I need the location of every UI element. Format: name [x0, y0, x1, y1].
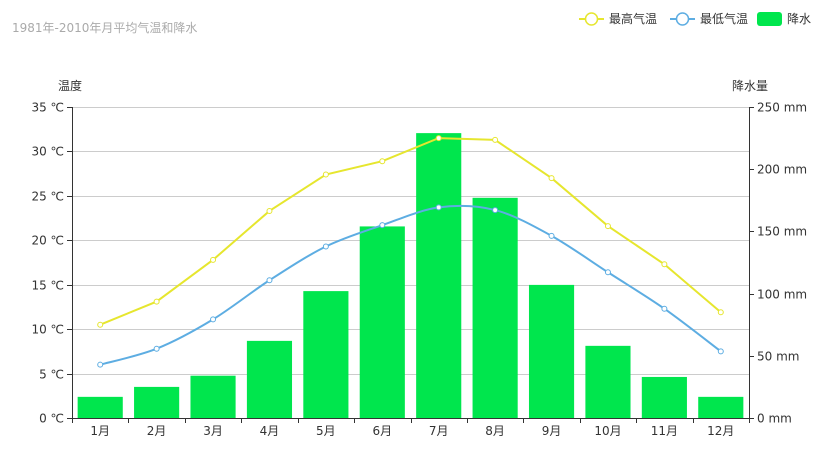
series-1-point-10[interactable] [604, 223, 611, 230]
series-2-point-9[interactable] [548, 232, 555, 239]
series-1-point-1[interactable] [97, 321, 104, 328]
y-right-tick-label: 200 mm [757, 163, 807, 177]
y-left-tick-label: 35 ℃ [31, 101, 64, 115]
x-tick-label: 2月 [147, 424, 167, 438]
x-tick-label: 1月 [90, 424, 110, 438]
x-tick-label: 11月 [651, 424, 678, 438]
legend-item-2[interactable]: 最低气温 [670, 11, 748, 26]
series-1-point-4[interactable] [266, 207, 273, 214]
legend-label: 降水 [787, 12, 811, 26]
y-right-tick-label: 250 mm [757, 101, 807, 115]
precipitation-bar-2[interactable] [134, 386, 180, 418]
series-1-point-9[interactable] [548, 175, 555, 182]
legend-rect-icon [757, 12, 782, 26]
precipitation-bar-8[interactable] [472, 197, 518, 418]
y-left-tick-label: 25 ℃ [31, 190, 64, 204]
y-right-tick-label: 0 mm [757, 412, 792, 426]
series-2-point-8[interactable] [492, 207, 499, 214]
precipitation-bar-5[interactable] [303, 291, 349, 418]
precipitation-bar-10[interactable] [585, 345, 631, 418]
y-right-axis-name: 降水量 [732, 79, 768, 93]
y-left-tick-label: 5 ℃ [39, 368, 64, 382]
series-1-point-5[interactable] [322, 171, 329, 178]
precipitation-bar-3[interactable] [190, 375, 236, 418]
x-tick-label: 9月 [542, 424, 562, 438]
series-1-point-2[interactable] [153, 298, 160, 305]
series-2-point-3[interactable] [210, 316, 217, 323]
y-right-tick-label: 100 mm [757, 288, 807, 302]
precipitation-bar-7[interactable] [416, 133, 462, 418]
legend-item-3[interactable]: 降水 [757, 12, 811, 26]
series-line-1 [99, 137, 722, 326]
x-tick-label: 3月 [203, 424, 223, 438]
precipitation-bars [77, 133, 744, 418]
precipitation-bar-4[interactable] [246, 340, 293, 418]
precipitation-bar-11[interactable] [641, 376, 687, 418]
legend: 最高气温 最低气温 降水 [579, 11, 811, 26]
y-left-axis-name: 温度 [58, 78, 82, 93]
x-tick-label: 4月 [260, 424, 280, 438]
y-left-tick-label: 10 ℃ [31, 323, 64, 337]
series-1-point-8[interactable] [492, 136, 499, 143]
series-1-point-12[interactable] [717, 309, 724, 316]
series-1-point-3[interactable] [210, 256, 217, 263]
chart-title: 1981年-2010年月平均气温和降水 [12, 20, 197, 35]
y-right-tick-label: 150 mm [757, 225, 807, 239]
legend-circle-icon [584, 12, 599, 26]
series-1-point-11[interactable] [661, 261, 668, 268]
legend-item-1[interactable]: 最高气温 [579, 11, 657, 26]
x-tick-label: 6月 [372, 424, 392, 438]
series-1-point-6[interactable] [379, 158, 386, 165]
series-2-point-7[interactable] [435, 204, 442, 211]
x-tick-label: 8月 [485, 424, 505, 438]
series-2-point-12[interactable] [717, 348, 724, 355]
axes: 0 ℃ 5 ℃ 10 ℃ 15 ℃ 20 ℃ 25 ℃ 30 ℃ 35 ℃ 0 mm 50 mm 1… [31, 101, 807, 439]
gridlines [72, 107, 749, 375]
x-tick-label: 12月 [707, 424, 734, 438]
x-tick-label: 5月 [316, 424, 336, 438]
x-tick-label: 10月 [594, 424, 621, 438]
legend-label: 最高气温 [609, 11, 657, 26]
temperature-lines [97, 135, 724, 368]
precipitation-bar-1[interactable] [77, 396, 123, 418]
x-tick-label: 7月 [429, 424, 449, 438]
series-2-point-6[interactable] [379, 222, 386, 229]
series-1-point-7[interactable] [435, 135, 442, 142]
precipitation-bar-12[interactable] [698, 396, 744, 418]
series-2-point-10[interactable] [604, 269, 611, 276]
y-left-tick-label: 15 ℃ [31, 279, 64, 293]
y-right-tick-label: 50 mm [757, 350, 799, 364]
series-2-point-5[interactable] [322, 243, 329, 250]
series-2-point-11[interactable] [661, 305, 668, 312]
legend-circle-icon [675, 12, 690, 26]
series-2-point-1[interactable] [97, 361, 104, 368]
precipitation-bar-6[interactable] [359, 226, 405, 418]
y-left-tick-label: 30 ℃ [31, 145, 64, 159]
y-left-tick-label: 0 ℃ [39, 412, 64, 426]
legend-label: 最低气温 [700, 11, 748, 26]
series-2-point-4[interactable] [266, 277, 273, 284]
y-left-tick-label: 20 ℃ [31, 234, 64, 248]
series-2-point-2[interactable] [153, 345, 160, 352]
precipitation-bar-9[interactable] [528, 284, 575, 418]
